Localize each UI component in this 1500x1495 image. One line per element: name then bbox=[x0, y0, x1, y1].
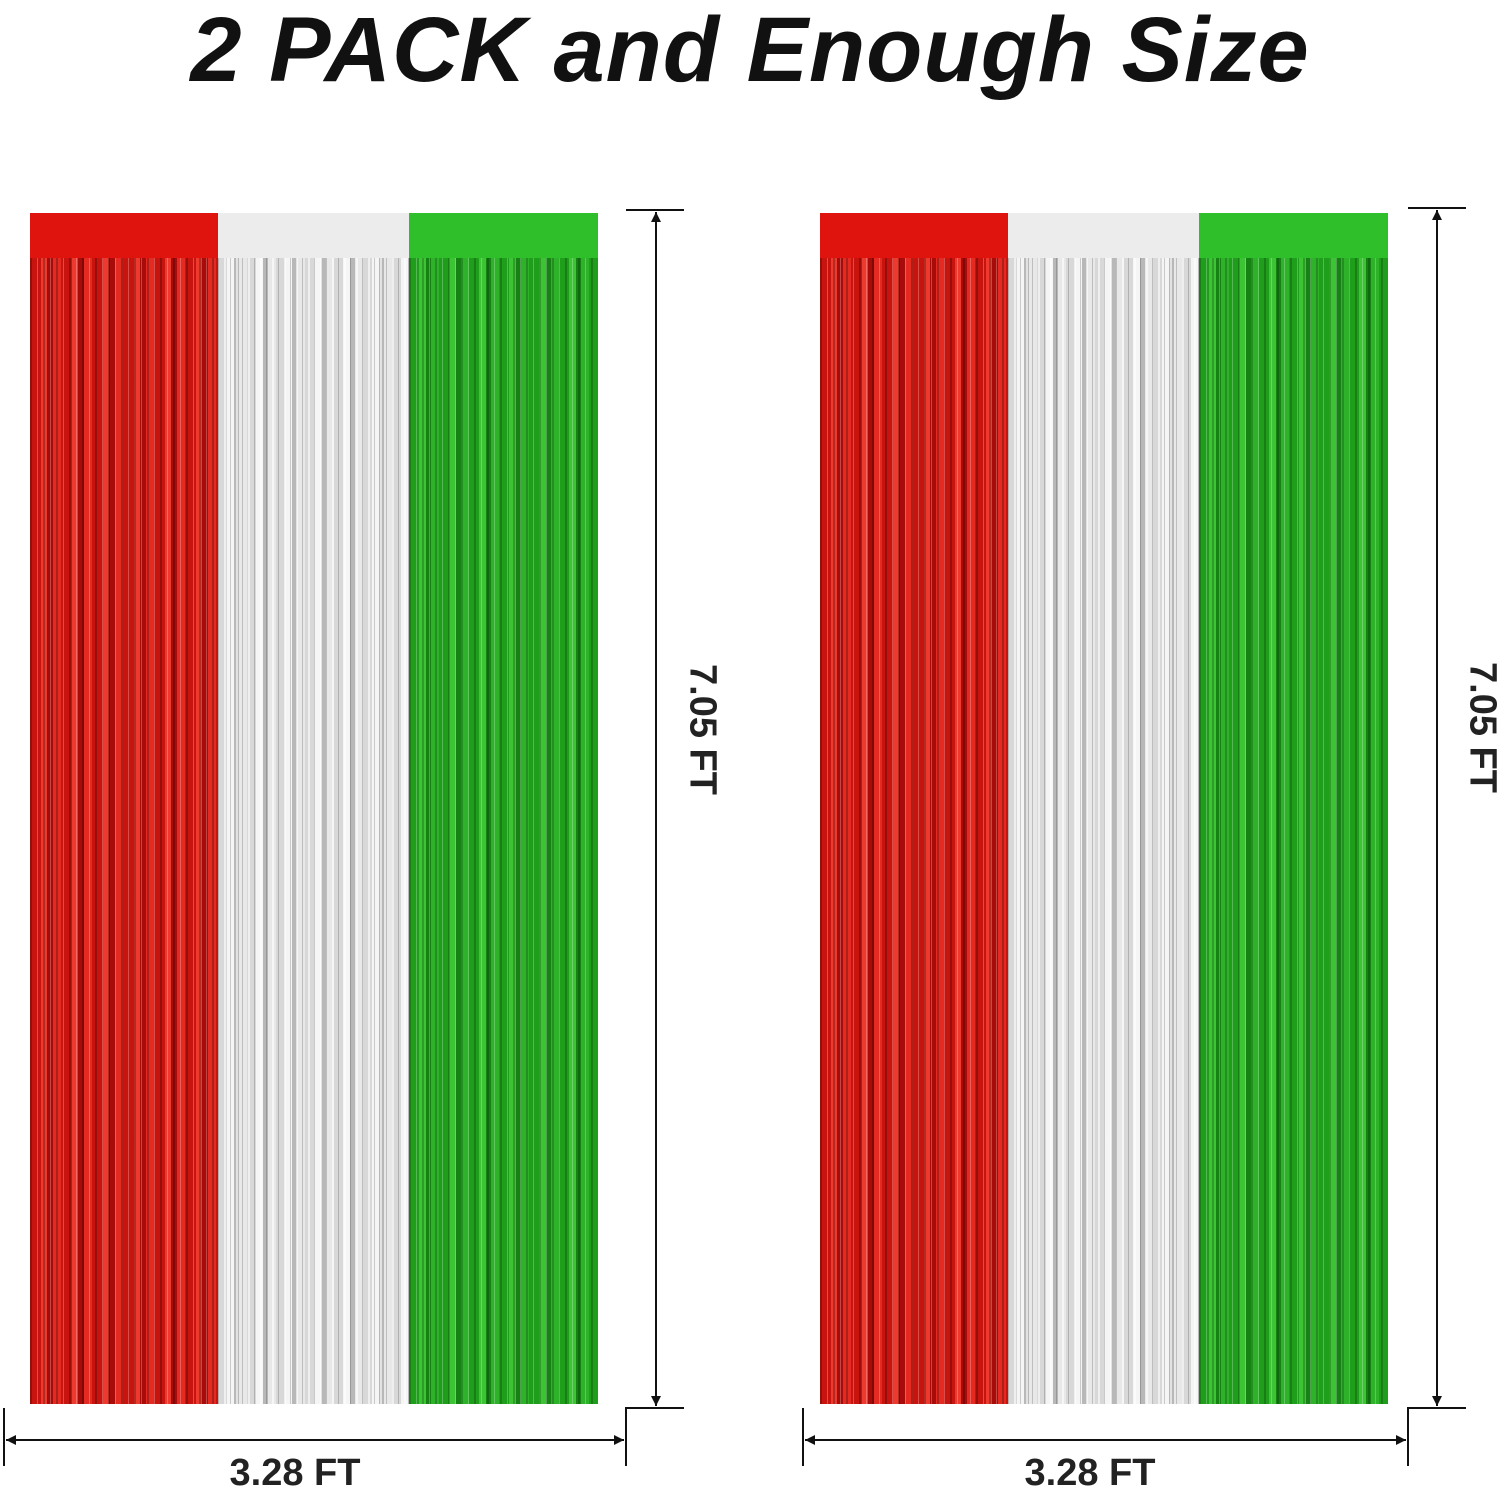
corner-tick bbox=[626, 1408, 684, 1466]
height-label-1: 7.05 FT bbox=[681, 660, 724, 800]
corner-tick bbox=[1408, 1408, 1466, 1466]
width-label-2: 3.28 FT bbox=[990, 1452, 1190, 1495]
width-label-1: 3.28 FT bbox=[195, 1452, 395, 1495]
height-label-2: 7.05 FT bbox=[1461, 658, 1500, 798]
